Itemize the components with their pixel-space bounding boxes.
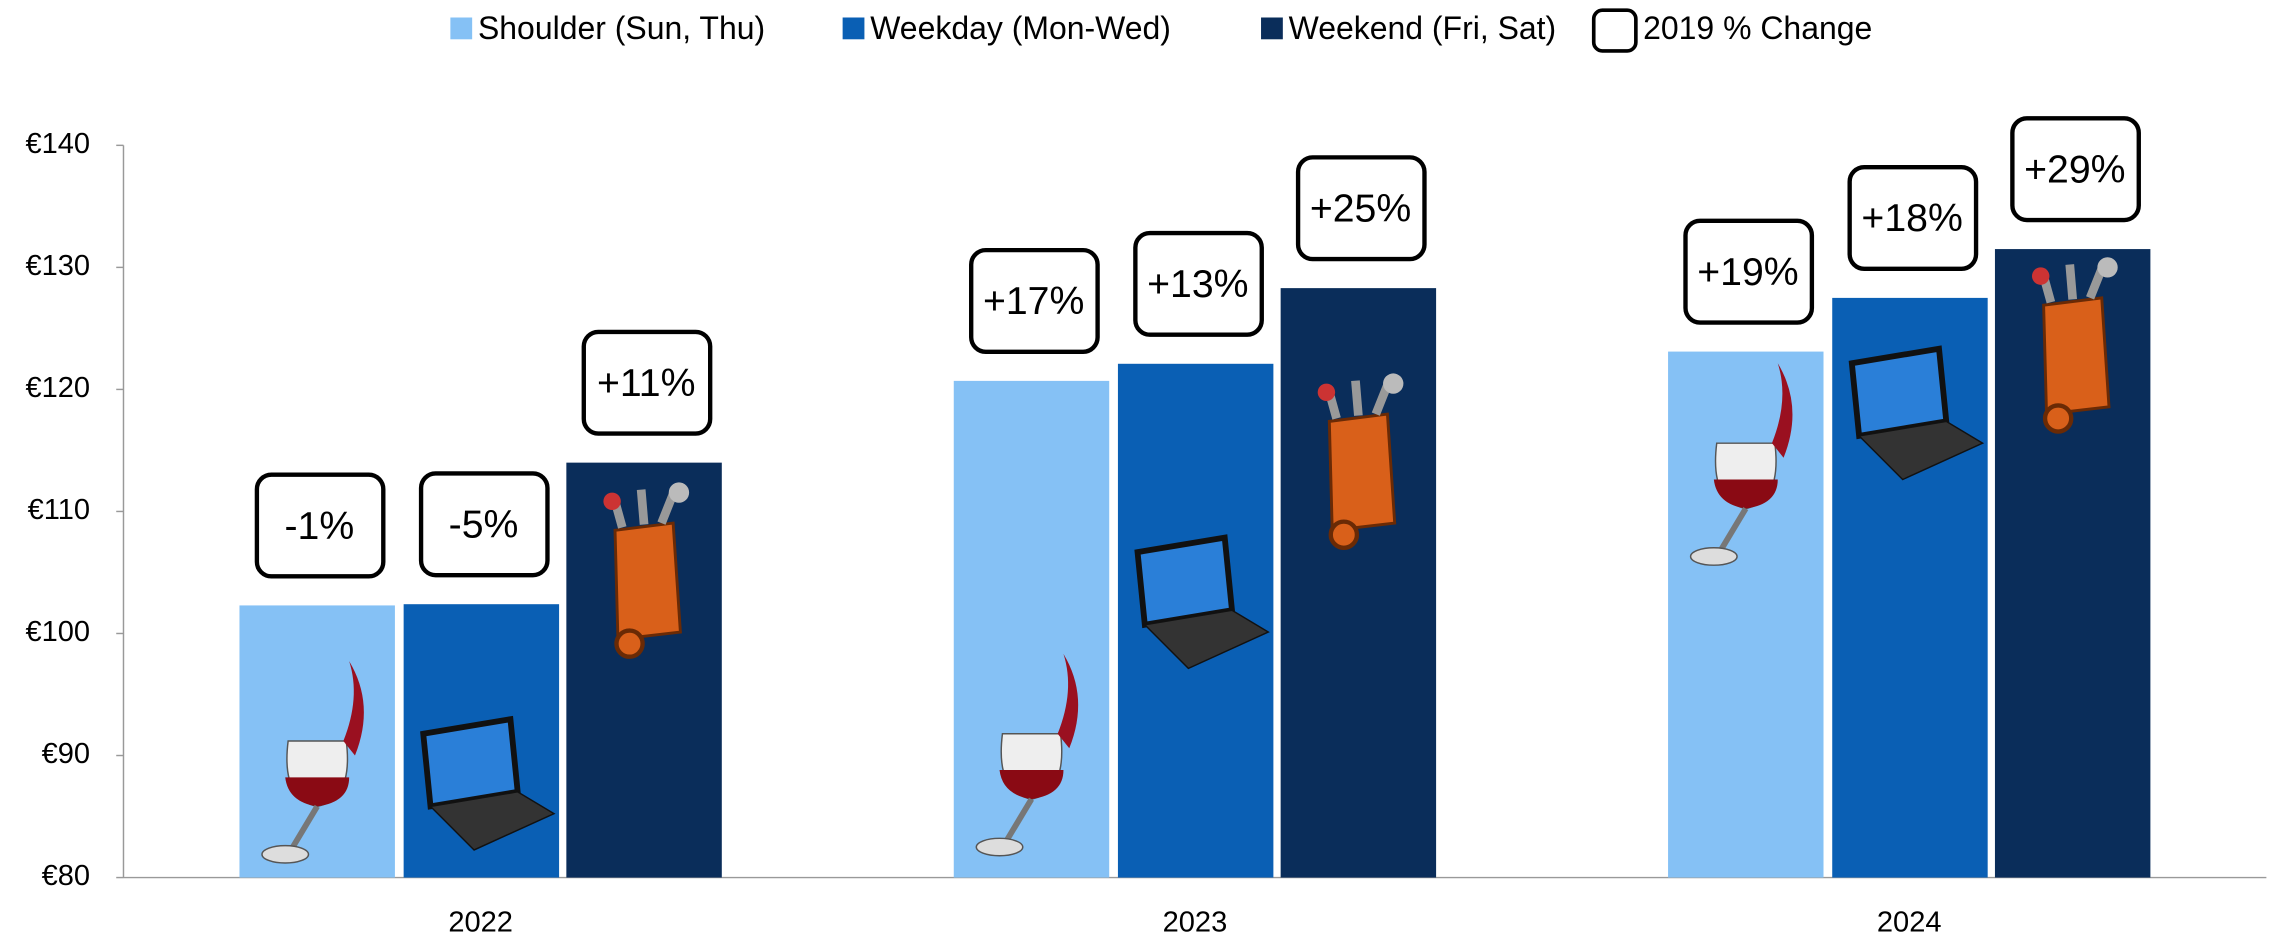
legend-label: 2019 % Change [1643,10,1872,46]
legend-swatch [1591,8,1638,53]
change-label: -1% [285,504,355,548]
splash [343,661,364,756]
x-tick-label: 2024 [1877,907,1942,939]
change-box [2010,116,2141,223]
y-tick-label: €80 [42,860,90,892]
icon-laptop [420,715,556,851]
wine [285,777,350,807]
club-head [668,482,690,503]
club-head [1383,373,1404,394]
splash [1771,363,1793,458]
change-box [1295,155,1427,262]
bar [1280,288,1437,878]
x-tick-label: 2022 [448,907,513,939]
icon-wine [1689,363,1793,566]
bar [566,462,722,878]
screen [420,715,521,810]
change-label: +19% [1697,250,1798,294]
x-tick-label: 2023 [1163,907,1228,939]
y-tick-label: €90 [42,738,90,770]
legend-label: Weekend (Fri, Sat) [1289,10,1557,46]
icon-laptop [1134,534,1270,670]
y-tick-label: €140 [25,128,90,160]
bag [1327,412,1397,532]
bar [1668,351,1824,878]
y-tick-label: €100 [25,616,90,648]
club-head [2031,267,2050,285]
change-label: +17% [983,279,1084,323]
change-box [1683,218,1815,325]
club-head [603,492,621,510]
base [429,791,556,851]
wheel [1328,519,1360,550]
wine [1713,479,1778,509]
wine [999,770,1064,800]
change-box [1847,164,1979,272]
icon-golf [603,482,690,659]
wheel [614,628,645,659]
y-tick-label: €120 [25,372,90,404]
legend-label: Weekday (Mon-Wed) [870,10,1171,46]
change-box [581,329,713,436]
club-head [1317,383,1336,402]
splash [1057,653,1079,749]
legend-swatch [1261,17,1283,40]
bag [2042,296,2111,416]
wheel [2042,403,2074,434]
screen [1848,345,1950,440]
change-label: -5% [449,503,519,547]
legend-swatch [842,17,865,40]
bag [613,521,682,641]
y-tick-label: €110 [28,494,90,526]
foot [1689,547,1738,566]
icon-wine [261,661,364,864]
foot [261,844,310,864]
club-head [2097,257,2118,278]
icon-laptop [1848,345,1985,481]
stem [1717,507,1749,554]
change-box [254,472,386,579]
legend-label: Shoulder (Sun, Thu) [478,10,765,46]
change-label: +25% [1310,186,1411,230]
icon-wine [975,653,1079,857]
stem [288,804,320,852]
icon-golf [1317,373,1404,550]
screen [1134,534,1236,629]
stem [1002,797,1034,845]
change-label: +18% [1861,196,1962,240]
change-label: +13% [1147,262,1248,306]
change-box [418,471,550,578]
change-label: +11% [597,361,695,405]
legend-swatch [450,17,473,40]
change-label: +29% [2024,147,2125,191]
change-box [969,247,1100,354]
change-box [1133,230,1264,337]
base [1143,609,1270,670]
base [1857,420,1985,481]
foot [975,837,1024,857]
icon-golf [2031,257,2118,434]
y-tick-label: €130 [25,250,90,282]
